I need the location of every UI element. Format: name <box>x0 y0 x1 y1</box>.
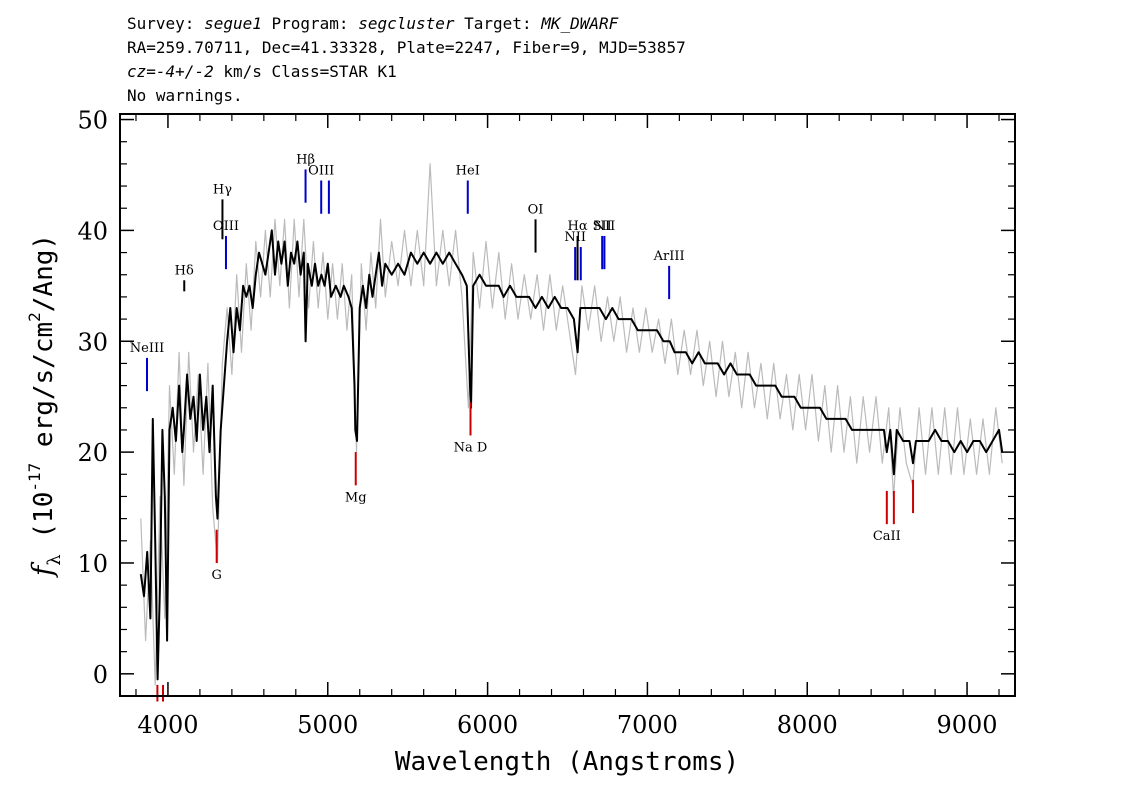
emission-line-label: SII <box>593 219 612 234</box>
y-tick-label: 50 <box>77 107 108 135</box>
emission-line-label: Hβ <box>296 152 315 167</box>
error-series <box>140 163 1003 686</box>
header-line-3: cz=-4+/-2 km/s Class=STAR K1 <box>127 62 397 81</box>
x-tick-label: 5000 <box>297 711 358 739</box>
emission-line-label: Hα <box>568 219 588 234</box>
emission-line-label: NeIII <box>130 341 164 356</box>
spectrum-header: Survey: segue1 Program: segcluster Targe… <box>127 12 686 108</box>
absorption-line-label: CaII <box>873 529 901 544</box>
absorption-line-label: G <box>211 568 221 583</box>
y-tick-label: 40 <box>77 217 108 245</box>
y-tick-label: 20 <box>77 439 108 467</box>
y-axis-label: fλ (10-17 erg/s/cm2/Ang) <box>25 234 65 578</box>
plot-frame <box>119 113 1016 697</box>
emission-line-label: ArIII <box>653 249 685 264</box>
y-tick-label: 10 <box>77 550 108 578</box>
emission-line-label: OIII <box>308 164 334 179</box>
x-axis-label: Wavelength (Angstroms) <box>395 747 739 777</box>
y-tick-label: 0 <box>93 661 108 689</box>
emission-line-label: Hδ <box>175 263 194 278</box>
x-tick-label: 6000 <box>457 711 518 739</box>
flux-series <box>139 229 1004 681</box>
emission-line-label: Hγ <box>213 182 232 197</box>
x-tick-label: 4000 <box>137 711 198 739</box>
header-line-2: RA=259.70711, Dec=41.33328, Plate=2247, … <box>127 38 686 57</box>
emission-line-label: NII <box>594 219 616 234</box>
x-tick-label: 7000 <box>617 711 678 739</box>
header-line-1: Survey: segue1 Program: segcluster Targe… <box>127 14 619 33</box>
y-tick-label: 30 <box>77 328 108 356</box>
emission-line-label: OI <box>528 202 544 217</box>
emission-line-label: NII <box>564 230 586 245</box>
absorption-line-label: Mg <box>345 490 367 505</box>
header-line-4: No warnings. <box>127 86 243 105</box>
x-tick-label: 9000 <box>937 711 998 739</box>
x-tick-label: 8000 <box>777 711 838 739</box>
emission-line-label: OIII <box>213 219 239 234</box>
emission-line-label: HeI <box>456 164 480 179</box>
absorption-line-label: Na D <box>454 440 488 455</box>
svg-text:fλ (10-17 erg/s/cm2/Ang): fλ (10-17 erg/s/cm2/Ang) <box>25 234 65 578</box>
